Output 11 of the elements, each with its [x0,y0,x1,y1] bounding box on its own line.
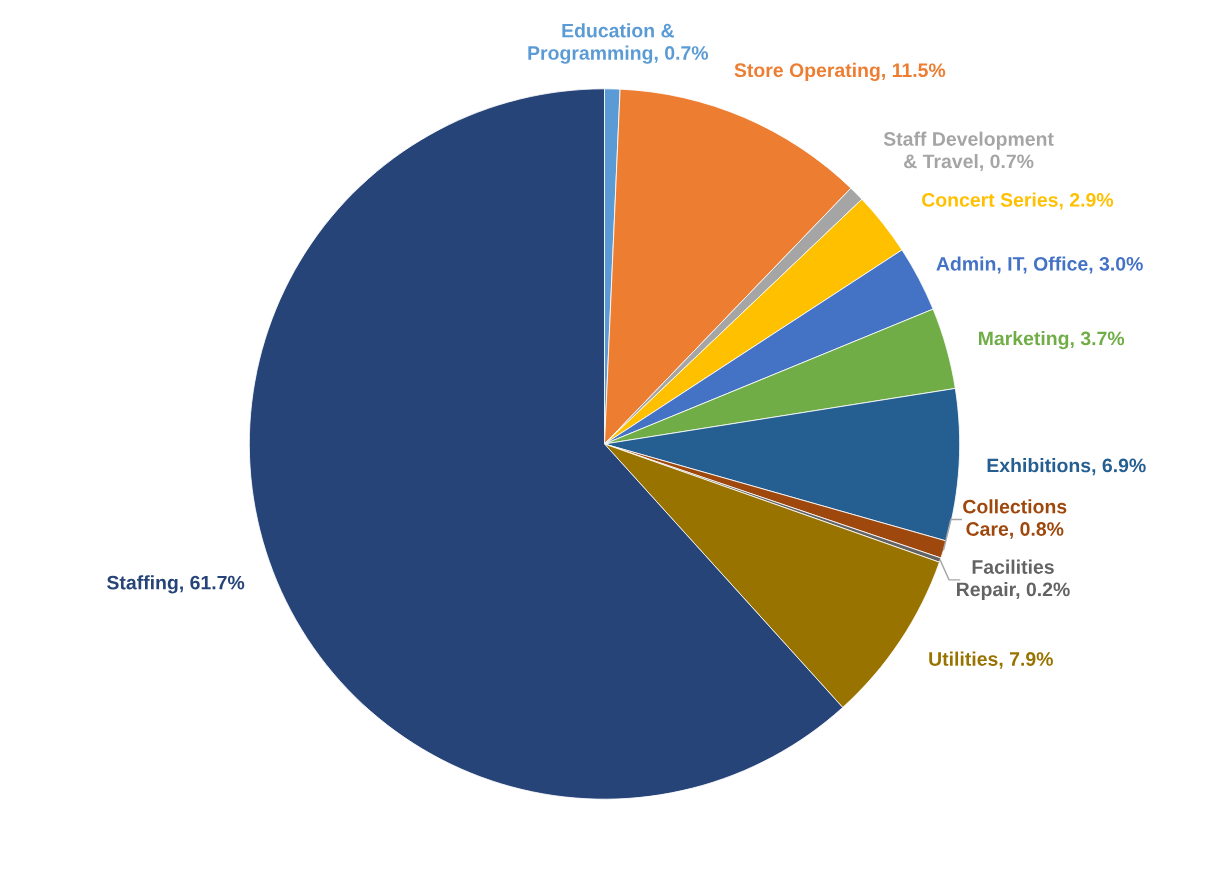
slice-label: Admin, IT, Office, 3.0% [936,256,1143,274]
slice-label: Facilities Repair, 0.2% [957,559,1070,601]
slice-label: Collections Care, 0.8% [963,499,1067,539]
slice-label: Utilities, 7.9% [929,651,1053,669]
slice-label: Exhibitions, 6.9% [987,458,1146,476]
slice-label: Staffing, 61.7% [107,575,245,594]
slice-label: Education & Programming, 0.7% [528,23,709,64]
slice-label: Staff Development & Travel, 0.7% [883,131,1054,172]
slice-label: Marketing, 3.7% [978,331,1125,350]
slice-label: Store Operating, 11.5% [734,62,946,82]
slice-label: Concert Series, 2.9% [922,192,1114,210]
